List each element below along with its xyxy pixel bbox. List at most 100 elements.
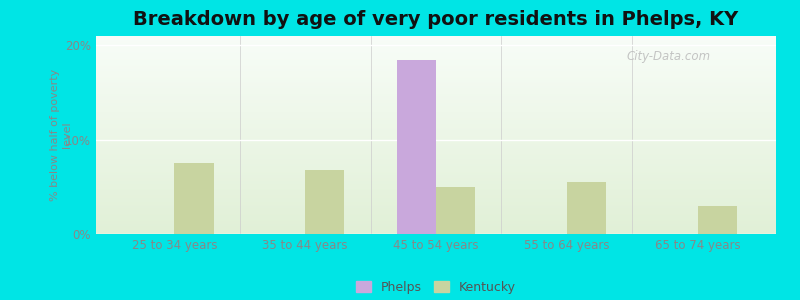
Bar — [96, 190, 776, 191]
Bar — [96, 153, 776, 154]
Bar — [96, 109, 776, 110]
Bar — [96, 66, 776, 67]
Bar — [96, 217, 776, 218]
Bar — [96, 116, 776, 117]
Bar — [96, 192, 776, 194]
Bar — [96, 95, 776, 96]
Text: City-Data.com: City-Data.com — [626, 50, 710, 63]
Bar — [96, 210, 776, 211]
Bar — [96, 85, 776, 86]
Bar — [96, 156, 776, 157]
Bar — [96, 120, 776, 121]
Bar — [96, 49, 776, 50]
Bar — [96, 187, 776, 188]
Bar — [96, 59, 776, 60]
Bar — [96, 181, 776, 182]
Bar — [96, 212, 776, 213]
Bar — [96, 144, 776, 145]
Bar — [96, 76, 776, 78]
Bar — [96, 158, 776, 159]
Bar — [96, 46, 776, 47]
Bar — [96, 221, 776, 222]
Bar — [96, 200, 776, 201]
Bar — [96, 223, 776, 224]
Bar — [96, 64, 776, 65]
Bar — [96, 93, 776, 94]
Bar — [306, 170, 345, 234]
Bar — [96, 71, 776, 72]
Bar — [96, 169, 776, 170]
Bar — [96, 184, 776, 185]
Bar — [96, 133, 776, 134]
Bar — [96, 143, 776, 144]
Bar — [96, 94, 776, 95]
Bar — [96, 102, 776, 103]
Bar — [96, 208, 776, 209]
Bar — [96, 98, 776, 99]
Bar — [698, 206, 737, 234]
Bar — [96, 82, 776, 83]
Bar — [96, 195, 776, 196]
Bar — [96, 119, 776, 120]
Bar — [96, 43, 776, 44]
Bar — [96, 132, 776, 133]
Bar — [96, 203, 776, 204]
Bar — [96, 115, 776, 116]
Bar — [96, 114, 776, 115]
Bar — [96, 135, 776, 136]
Bar — [96, 229, 776, 230]
Bar — [96, 188, 776, 190]
Bar — [96, 125, 776, 126]
Bar — [96, 126, 776, 127]
Bar — [96, 89, 776, 90]
Bar — [96, 56, 776, 57]
Bar — [96, 45, 776, 46]
Bar — [96, 176, 776, 177]
Bar — [96, 112, 776, 113]
Bar — [96, 165, 776, 166]
Bar — [96, 179, 776, 181]
Bar — [96, 75, 776, 76]
Bar — [96, 55, 776, 56]
Bar — [96, 65, 776, 66]
Bar — [96, 157, 776, 158]
Y-axis label: % below half of poverty
level: % below half of poverty level — [50, 69, 72, 201]
Bar — [96, 152, 776, 153]
Bar — [96, 228, 776, 229]
Bar — [96, 86, 776, 88]
Bar — [96, 146, 776, 147]
Bar — [96, 74, 776, 75]
Bar — [96, 225, 776, 226]
Bar — [96, 139, 776, 140]
Bar — [96, 57, 776, 58]
Bar — [96, 163, 776, 164]
Bar — [174, 163, 214, 234]
Bar — [96, 111, 776, 112]
Bar — [96, 191, 776, 192]
Bar — [96, 149, 776, 150]
Bar — [96, 231, 776, 232]
Bar — [96, 230, 776, 231]
Bar — [96, 73, 776, 74]
Bar — [96, 53, 776, 54]
Bar — [96, 62, 776, 63]
Bar — [96, 96, 776, 98]
Bar — [96, 213, 776, 214]
Bar — [96, 69, 776, 70]
Bar — [96, 39, 776, 40]
Bar — [96, 224, 776, 225]
Bar — [96, 88, 776, 89]
Bar — [96, 85, 776, 86]
Bar — [96, 199, 776, 200]
Bar — [96, 79, 776, 80]
Bar — [96, 67, 776, 68]
Bar — [96, 194, 776, 195]
Bar — [96, 52, 776, 53]
Bar — [96, 151, 776, 152]
Bar — [96, 105, 776, 106]
Bar — [96, 202, 776, 203]
Bar — [96, 37, 776, 38]
Bar — [96, 60, 776, 61]
Legend: Phelps, Kentucky: Phelps, Kentucky — [350, 276, 522, 299]
Bar — [96, 68, 776, 69]
